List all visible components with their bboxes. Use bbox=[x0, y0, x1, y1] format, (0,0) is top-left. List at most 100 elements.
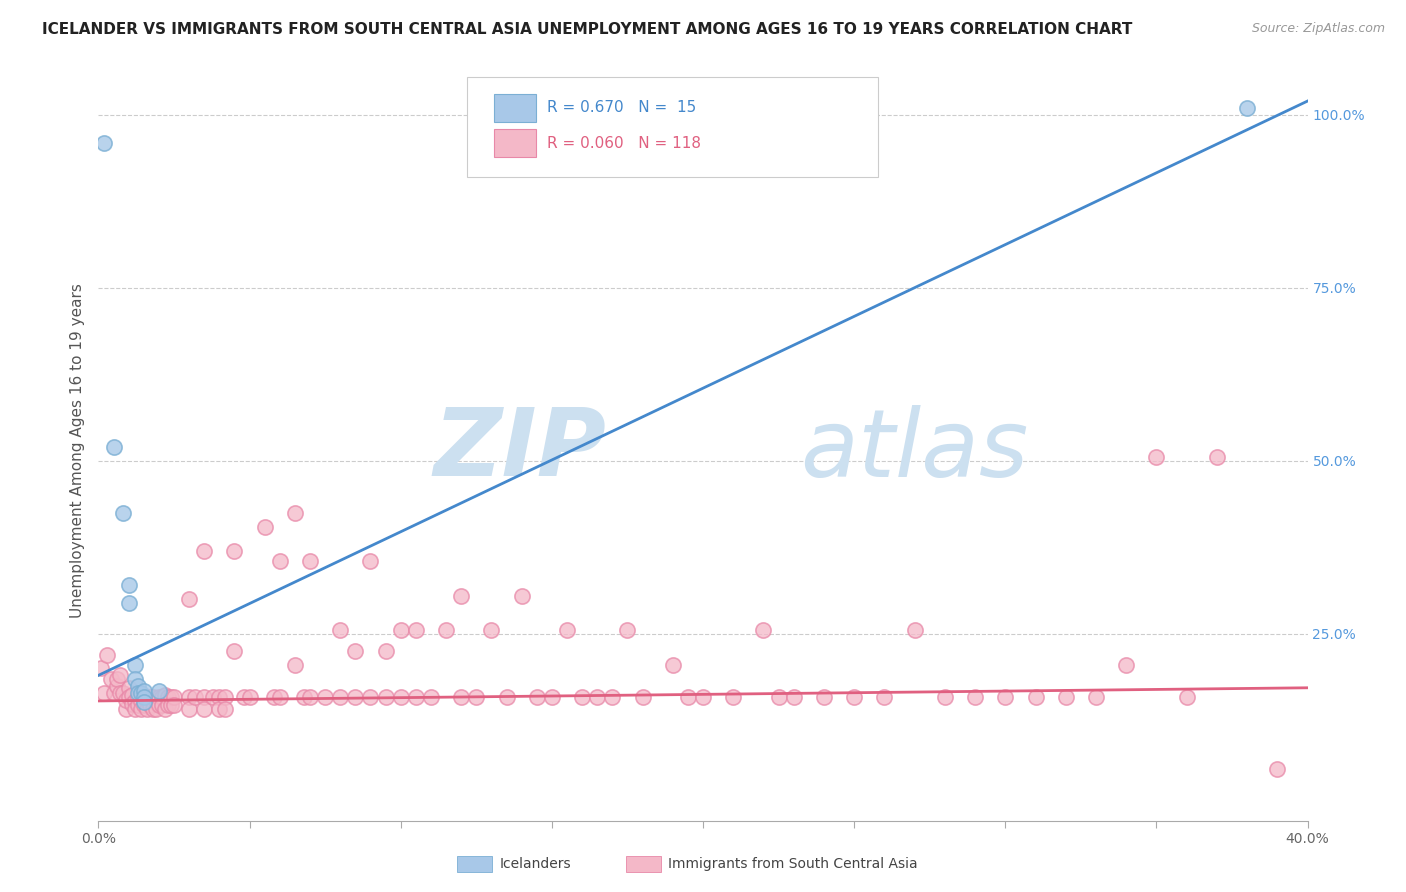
Point bbox=[253, 519, 276, 533]
Point bbox=[105, 679, 128, 693]
Point bbox=[163, 690, 186, 705]
Point bbox=[661, 657, 683, 672]
Point bbox=[1267, 762, 1289, 776]
Point bbox=[135, 690, 157, 705]
Point bbox=[904, 624, 927, 638]
Point bbox=[269, 554, 291, 568]
Point bbox=[160, 690, 183, 705]
Point bbox=[127, 690, 149, 705]
Point bbox=[214, 701, 236, 715]
Point bbox=[127, 685, 149, 699]
Point bbox=[1024, 690, 1046, 705]
Point bbox=[616, 624, 638, 638]
Point bbox=[148, 698, 170, 712]
Point bbox=[374, 644, 396, 658]
Point bbox=[540, 690, 562, 705]
Point bbox=[768, 690, 790, 705]
Point bbox=[103, 440, 125, 454]
Point bbox=[114, 701, 136, 715]
Point bbox=[145, 701, 167, 715]
Point bbox=[90, 661, 112, 675]
Point bbox=[571, 690, 593, 705]
Point bbox=[389, 690, 412, 705]
Point bbox=[329, 690, 352, 705]
Point bbox=[405, 690, 427, 705]
Point bbox=[142, 701, 165, 715]
Point bbox=[108, 685, 131, 699]
Point bbox=[163, 698, 186, 712]
Text: ICELANDER VS IMMIGRANTS FROM SOUTH CENTRAL ASIA UNEMPLOYMENT AMONG AGES 16 TO 19: ICELANDER VS IMMIGRANTS FROM SOUTH CENTR… bbox=[42, 22, 1133, 37]
Point bbox=[510, 589, 533, 603]
Point bbox=[450, 589, 472, 603]
Point bbox=[132, 683, 155, 698]
FancyBboxPatch shape bbox=[494, 129, 536, 157]
Point bbox=[118, 596, 141, 610]
Point bbox=[586, 690, 609, 705]
Point bbox=[239, 690, 262, 705]
Point bbox=[124, 672, 146, 686]
Point bbox=[139, 698, 162, 712]
Point bbox=[105, 672, 128, 686]
Point bbox=[135, 701, 157, 715]
Text: R = 0.670   N =  15: R = 0.670 N = 15 bbox=[547, 100, 696, 115]
Point bbox=[153, 701, 176, 715]
Point bbox=[129, 701, 152, 715]
Text: Source: ZipAtlas.com: Source: ZipAtlas.com bbox=[1251, 22, 1385, 36]
Point bbox=[420, 690, 443, 705]
Point bbox=[692, 690, 714, 705]
Point bbox=[994, 690, 1017, 705]
Point bbox=[284, 506, 307, 520]
Point bbox=[495, 690, 517, 705]
Point bbox=[124, 701, 146, 715]
Point bbox=[129, 685, 152, 699]
Point bbox=[124, 657, 146, 672]
Point bbox=[450, 690, 472, 705]
Point bbox=[783, 690, 806, 705]
Text: R = 0.060   N = 118: R = 0.060 N = 118 bbox=[547, 136, 702, 151]
Point bbox=[631, 690, 654, 705]
Point bbox=[360, 690, 382, 705]
FancyBboxPatch shape bbox=[494, 94, 536, 121]
Point bbox=[1085, 690, 1108, 705]
Point bbox=[118, 681, 141, 695]
Point bbox=[292, 690, 315, 705]
Point bbox=[184, 690, 207, 705]
Point bbox=[139, 690, 162, 705]
Point bbox=[360, 554, 382, 568]
Point bbox=[232, 690, 254, 705]
Y-axis label: Unemployment Among Ages 16 to 19 years: Unemployment Among Ages 16 to 19 years bbox=[70, 283, 86, 618]
Point bbox=[934, 690, 956, 705]
Point bbox=[1236, 101, 1258, 115]
Point bbox=[96, 648, 118, 662]
Point bbox=[111, 506, 134, 520]
Point bbox=[465, 690, 488, 705]
Point bbox=[208, 701, 231, 715]
Point bbox=[150, 690, 173, 705]
Point bbox=[389, 624, 412, 638]
Point bbox=[965, 690, 987, 705]
Point bbox=[329, 624, 352, 638]
Point bbox=[132, 698, 155, 712]
Point bbox=[124, 694, 146, 708]
Text: Icelanders: Icelanders bbox=[499, 857, 571, 871]
Point bbox=[299, 554, 322, 568]
Point bbox=[314, 690, 336, 705]
Point bbox=[555, 624, 578, 638]
Point bbox=[93, 685, 115, 699]
Point bbox=[873, 690, 896, 705]
Point bbox=[813, 690, 835, 705]
Point bbox=[752, 624, 775, 638]
Point bbox=[108, 668, 131, 682]
Point bbox=[344, 644, 367, 658]
Point bbox=[114, 692, 136, 706]
Text: atlas: atlas bbox=[800, 405, 1028, 496]
Point bbox=[156, 698, 179, 712]
Point bbox=[111, 685, 134, 699]
Point bbox=[103, 685, 125, 699]
Point bbox=[1144, 450, 1167, 465]
Point bbox=[179, 701, 201, 715]
Point bbox=[132, 690, 155, 705]
Point bbox=[118, 578, 141, 592]
Point bbox=[284, 657, 307, 672]
Point bbox=[344, 690, 367, 705]
